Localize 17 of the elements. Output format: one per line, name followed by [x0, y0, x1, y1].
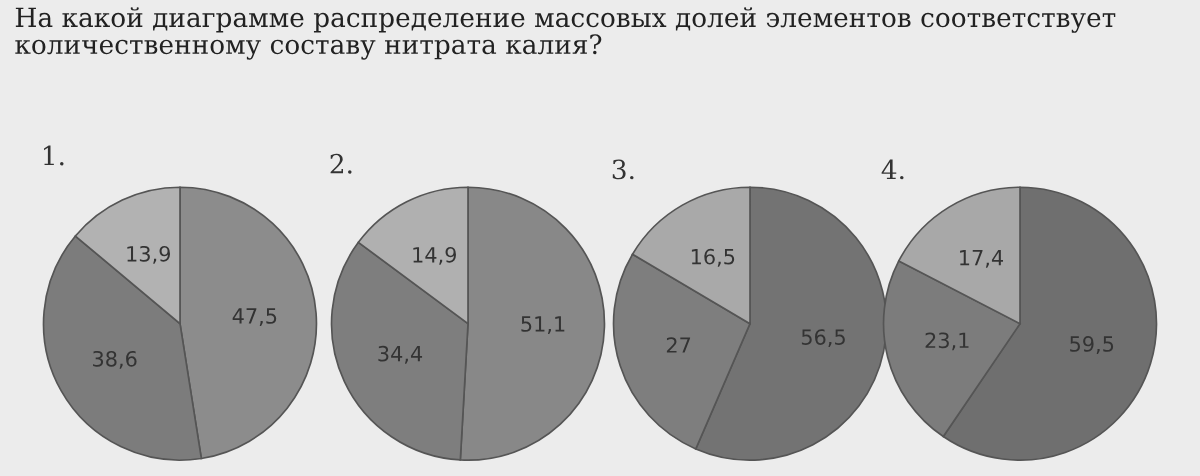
data-label: 59,5: [1070, 336, 1114, 354]
data-label: 38,6: [93, 350, 137, 369]
data-label: 51,1: [521, 316, 565, 334]
data-label: 56,5: [801, 329, 845, 348]
data-label: 13,9: [127, 245, 170, 264]
data-label: 27: [666, 337, 691, 353]
data-label: 14,9: [413, 246, 456, 265]
chart-title: 2.: [330, 153, 352, 174]
text: На какой диаграмме распределение массовых долей элементов соответствует количественному составу нитрата калия?: [15, 7, 1116, 60]
data-label: 16,5: [691, 248, 735, 267]
data-label: 34,4: [378, 345, 423, 364]
chart-title: 4.: [881, 159, 904, 180]
data-label: 23,1: [925, 332, 969, 351]
data-label: 47,5: [232, 308, 277, 326]
chart-title: 1.: [44, 145, 64, 166]
chart-title: 3.: [612, 159, 634, 180]
data-label: 17,4: [960, 250, 1004, 268]
